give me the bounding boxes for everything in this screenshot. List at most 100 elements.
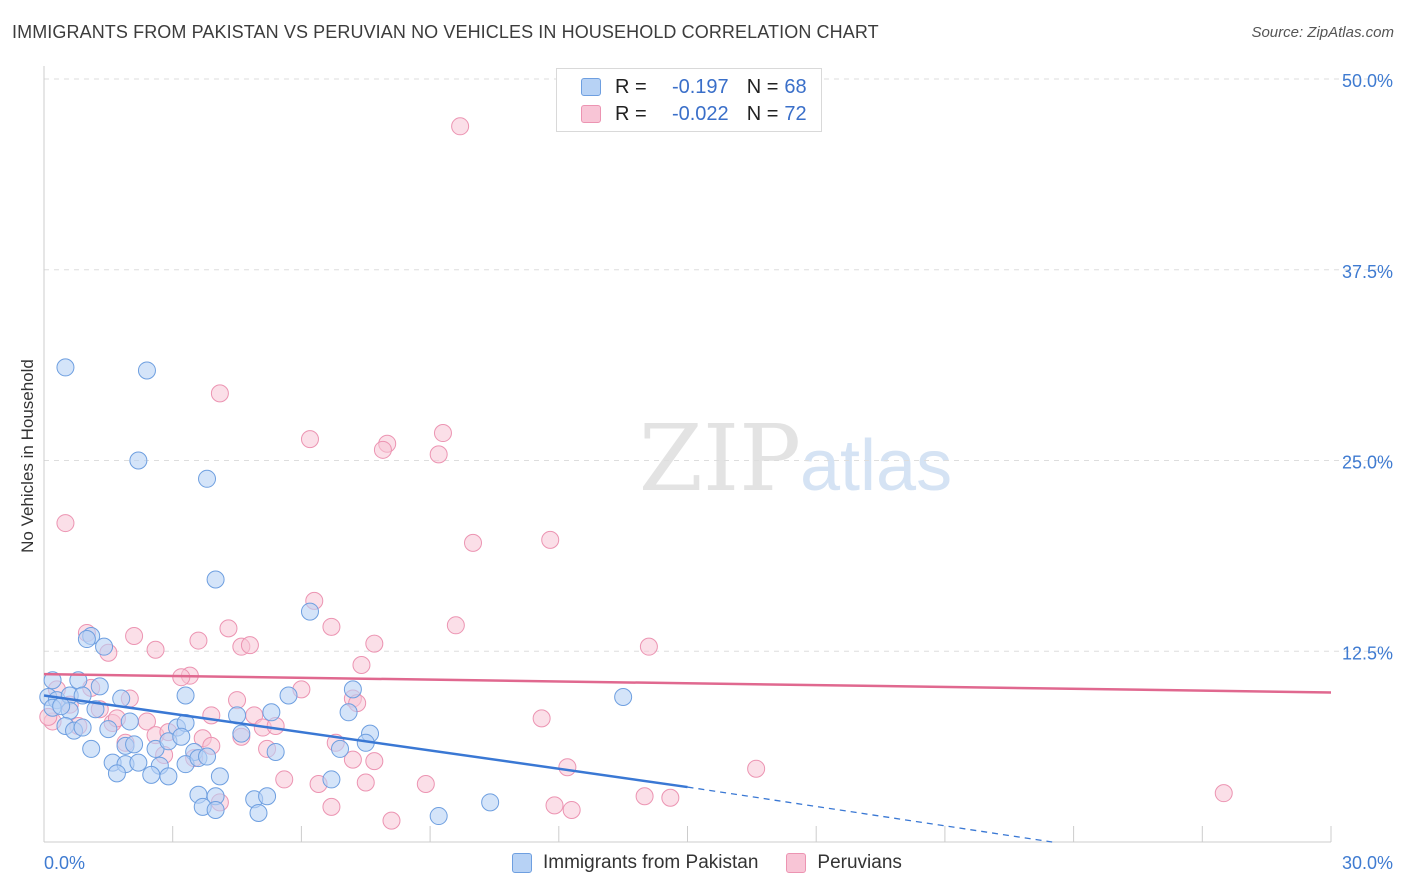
watermark-zip: ZIP	[639, 405, 801, 512]
data-point-pakistan	[429, 807, 448, 826]
legend-n-label: N =	[746, 75, 779, 98]
data-point-peruvians	[1214, 784, 1233, 803]
data-point-pakistan	[481, 793, 500, 812]
data-point-peruvians	[275, 770, 294, 789]
source-label: Source: ZipAtlas.com	[1251, 24, 1394, 41]
legend-swatch-blue	[581, 78, 601, 96]
legend-r-value: -0.022	[671, 102, 729, 125]
legend-r-value: -0.197	[671, 75, 729, 98]
data-point-pakistan	[107, 764, 126, 783]
data-point-peruvians	[240, 636, 259, 655]
data-point-pakistan	[198, 747, 217, 766]
data-point-peruvians	[365, 752, 384, 771]
data-point-pakistan	[137, 361, 156, 380]
legend-n-value: 68	[784, 75, 807, 98]
data-point-peruvians	[125, 626, 144, 645]
data-point-peruvians	[322, 797, 341, 816]
data-point-pakistan	[129, 753, 148, 772]
data-point-peruvians	[365, 634, 384, 653]
data-point-peruvians	[545, 796, 564, 815]
data-point-peruvians	[661, 788, 680, 807]
legend-r-label: R =	[615, 75, 647, 98]
bottom-legend-peruvians: Peruvians	[786, 852, 902, 874]
bottom-legend: Immigrants from Pakistan Peruvians	[512, 852, 930, 874]
data-point-peruvians	[219, 619, 238, 638]
data-point-pakistan	[73, 718, 92, 737]
y-tick-label: 12.5%	[1342, 643, 1393, 663]
data-point-pakistan	[300, 602, 319, 621]
data-point-peruvians	[446, 616, 465, 635]
data-point-pakistan	[266, 742, 285, 761]
data-point-pakistan	[206, 570, 225, 589]
data-point-pakistan	[322, 770, 341, 789]
trend-line-pakistan-extension	[687, 786, 1053, 843]
data-point-pakistan	[172, 727, 191, 746]
bottom-legend-label-pakistan: Immigrants from Pakistan	[543, 852, 759, 873]
legend-box: R = -0.197 N = 68 R = -0.022 N = 72	[556, 68, 822, 132]
data-point-peruvians	[562, 800, 581, 819]
y-tick-label: 50.0%	[1342, 71, 1393, 91]
legend-row-peruvians: R = -0.022 N = 72	[581, 101, 807, 127]
data-point-peruvians	[464, 533, 482, 552]
y-tick-label: 25.0%	[1342, 453, 1393, 473]
data-point-pakistan	[198, 469, 217, 488]
legend-swatch-pink	[581, 105, 601, 123]
trend-line-pakistan	[43, 694, 688, 789]
legend-n-value: 72	[784, 102, 807, 125]
legend-n-label: N =	[746, 102, 779, 125]
data-point-peruvians	[343, 750, 362, 769]
data-point-pakistan	[125, 735, 144, 754]
x-tick-label: 30.0%	[1342, 853, 1393, 873]
data-point-pakistan	[95, 637, 114, 656]
data-point-peruvians	[451, 117, 470, 136]
data-point-pakistan	[43, 671, 62, 690]
data-point-peruvians	[300, 430, 319, 449]
data-point-peruvians	[429, 445, 448, 464]
watermark-atlas: atlas	[800, 426, 952, 506]
data-point-peruvians	[747, 759, 766, 778]
data-point-peruvians	[146, 640, 165, 659]
data-point-peruvians	[189, 631, 208, 650]
data-point-pakistan	[279, 686, 298, 705]
data-point-peruvians	[210, 384, 229, 403]
trend-line-peruvians	[43, 672, 1332, 694]
y-tick-label: 37.5%	[1342, 262, 1393, 282]
data-point-peruvians	[635, 787, 654, 806]
data-point-peruvians	[532, 709, 551, 728]
data-point-peruvians	[228, 691, 247, 710]
data-point-pakistan	[120, 712, 139, 731]
data-point-pakistan	[86, 700, 105, 719]
data-point-pakistan	[176, 686, 195, 705]
data-point-peruvians	[639, 637, 658, 656]
data-point-pakistan	[258, 787, 277, 806]
data-point-peruvians	[356, 773, 375, 792]
bottom-legend-swatch-pink	[786, 853, 807, 873]
x-tick-label: 0.0%	[44, 853, 85, 873]
data-point-peruvians	[382, 811, 401, 830]
data-point-pakistan	[77, 630, 96, 649]
data-point-peruvians	[56, 514, 75, 533]
data-point-pakistan	[142, 765, 161, 784]
data-point-pakistan	[262, 703, 281, 722]
data-point-pakistan	[56, 358, 75, 377]
legend-r-label: R =	[615, 102, 647, 125]
data-point-peruvians	[352, 655, 371, 674]
data-point-pakistan	[99, 720, 118, 739]
data-point-peruvians	[373, 440, 392, 459]
data-point-peruvians	[433, 424, 452, 443]
data-point-pakistan	[159, 767, 178, 786]
data-point-pakistan	[52, 697, 71, 716]
data-point-pakistan	[249, 804, 268, 823]
data-point-pakistan	[210, 767, 229, 786]
data-point-pakistan	[206, 800, 225, 819]
bottom-legend-pakistan: Immigrants from Pakistan	[512, 852, 758, 874]
data-point-pakistan	[82, 739, 101, 758]
bottom-legend-swatch-blue	[512, 853, 532, 873]
data-point-pakistan	[232, 724, 251, 743]
data-point-pakistan	[343, 680, 362, 699]
data-point-pakistan	[339, 703, 358, 722]
data-point-pakistan	[614, 688, 633, 707]
data-point-peruvians	[558, 758, 577, 777]
bottom-legend-label-peruvians: Peruvians	[817, 852, 902, 873]
